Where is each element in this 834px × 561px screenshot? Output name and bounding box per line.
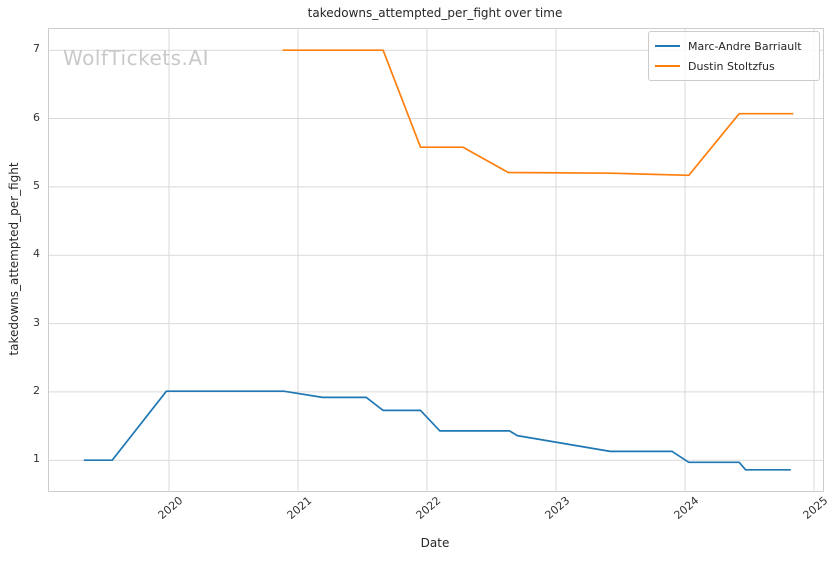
watermark: WolfTickets.AI bbox=[63, 46, 209, 70]
y-tick-label: 4 bbox=[33, 247, 40, 261]
y-tick-label: 3 bbox=[33, 315, 40, 329]
y-tick-label: 7 bbox=[33, 42, 40, 56]
x-axis-label: Date bbox=[420, 536, 450, 550]
y-tick-label: 6 bbox=[33, 110, 40, 124]
plot-canvas bbox=[49, 29, 823, 491]
plot-area bbox=[48, 28, 824, 492]
y-axis-label: takedowns_attempted_per_fight bbox=[7, 162, 21, 356]
legend-entry: Dustin Stoltzfus bbox=[655, 56, 811, 76]
legend-label: Dustin Stoltzfus bbox=[688, 59, 775, 73]
chart-title: takedowns_attempted_per_fight over time bbox=[307, 6, 563, 20]
legend-entry: Marc-Andre Barriault bbox=[655, 36, 811, 56]
y-tick-label: 2 bbox=[33, 383, 40, 397]
legend-line-swatch bbox=[655, 45, 680, 47]
series-line-marc-andre-barriault bbox=[83, 390, 791, 471]
series-line-dustin-stoltzfus bbox=[282, 49, 794, 177]
y-tick-label: 5 bbox=[33, 178, 40, 192]
y-tick-label: 1 bbox=[33, 452, 40, 466]
legend-label: Marc-Andre Barriault bbox=[688, 39, 802, 53]
legend: Marc-Andre Barriault Dustin Stoltzfus bbox=[648, 31, 820, 81]
legend-line-swatch bbox=[655, 65, 680, 67]
